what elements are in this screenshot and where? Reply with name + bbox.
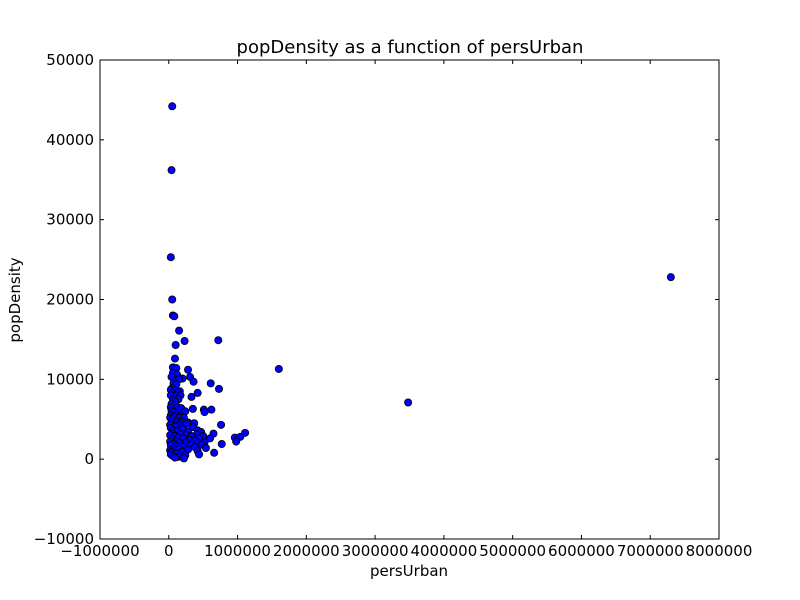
data-point [666, 273, 675, 282]
data-point [171, 341, 180, 350]
y-tick-label: 0 [84, 450, 94, 468]
data-point [200, 408, 209, 417]
y-tick-label: 30000 [46, 211, 94, 229]
data-point [168, 295, 177, 304]
x-tick-label: 6000000 [548, 542, 615, 560]
data-point [166, 253, 175, 262]
data-point [167, 166, 176, 175]
data-point [217, 439, 226, 448]
x-tick-label: 2000000 [273, 542, 340, 560]
data-point [184, 365, 193, 374]
x-axis: −1000000 0 1000000 2000000 3000000 4000000 500… [60, 60, 752, 560]
chart-title: popDensity as a function of persUrban [237, 37, 584, 58]
y-tick-label: 10000 [46, 370, 94, 388]
y-tick-label: −10000 [34, 530, 94, 548]
data-point [232, 437, 241, 446]
data-point [195, 450, 204, 459]
data-point [217, 420, 226, 429]
data-point [170, 312, 179, 321]
x-tick-label: 4000000 [410, 542, 477, 560]
data-points [166, 102, 675, 463]
x-tick-label: 3000000 [342, 542, 409, 560]
x-tick-label: 0 [164, 542, 174, 560]
data-point [175, 326, 184, 335]
data-point [179, 454, 188, 463]
data-point [214, 336, 223, 345]
data-point [404, 398, 413, 407]
data-point [180, 337, 189, 346]
plot-area [99, 59, 720, 540]
data-point [206, 379, 215, 388]
x-axis-label: persUrban [370, 562, 448, 580]
y-axis: −10000 0 10000 20000 30000 40000 50000 [34, 51, 719, 548]
data-point [274, 364, 283, 373]
data-point [170, 453, 179, 462]
data-point [201, 443, 210, 452]
data-point [210, 448, 219, 457]
x-tick-label: 1000000 [204, 542, 271, 560]
y-tick-label: 50000 [46, 51, 94, 69]
x-tick-label: −1000000 [60, 542, 139, 560]
data-point [181, 407, 190, 416]
data-point [170, 354, 179, 363]
data-point [187, 392, 196, 401]
x-tick-label: 5000000 [479, 542, 546, 560]
y-tick-label: 40000 [46, 131, 94, 149]
y-axis-label: popDensity [6, 257, 24, 342]
data-point [189, 377, 198, 386]
data-point [188, 404, 197, 413]
data-point [207, 405, 216, 414]
data-point [214, 384, 223, 393]
x-tick-label: 7000000 [617, 542, 684, 560]
data-point [206, 434, 215, 443]
y-tick-label: 20000 [46, 291, 94, 309]
data-point [168, 102, 177, 111]
data-point [193, 388, 202, 397]
x-tick-label: 8000000 [686, 542, 753, 560]
